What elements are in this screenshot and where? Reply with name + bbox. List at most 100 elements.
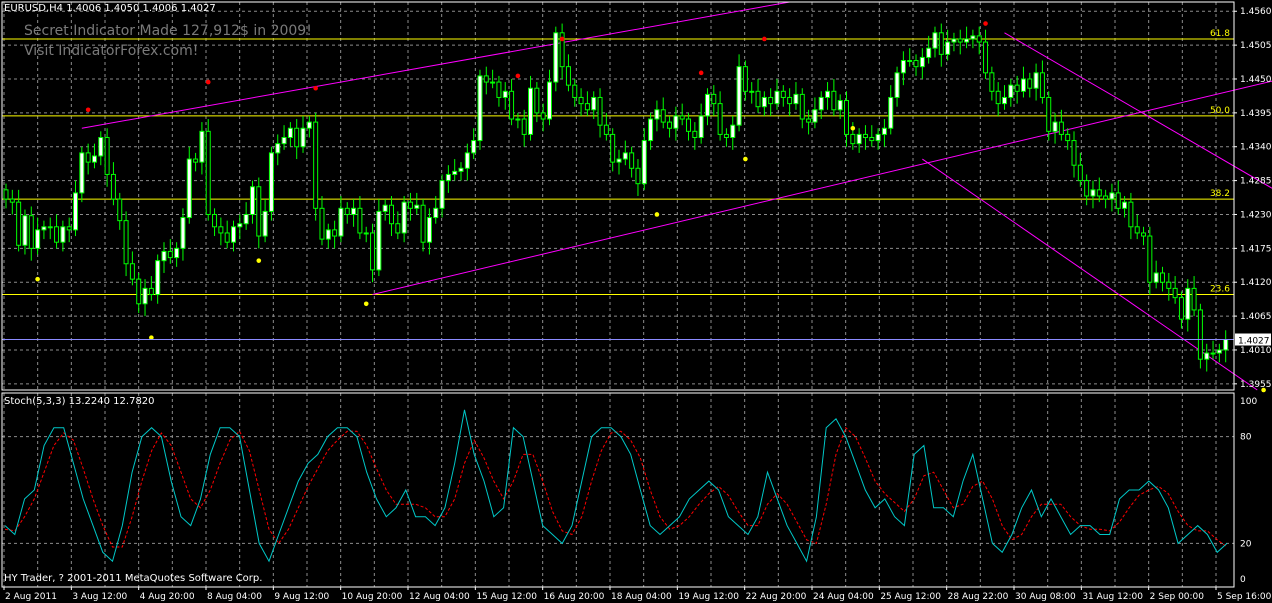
candle[interactable] [193, 158, 199, 163]
candle[interactable] [1008, 84, 1014, 98]
candle[interactable] [300, 127, 306, 148]
candle[interactable] [875, 133, 881, 142]
candle[interactable] [528, 87, 534, 135]
candle[interactable] [174, 247, 180, 259]
candle[interactable] [205, 130, 211, 215]
candles[interactable] [3, 23, 1229, 372]
candle[interactable] [603, 124, 609, 135]
candle[interactable] [629, 152, 635, 169]
candle[interactable] [951, 38, 957, 43]
candle[interactable] [117, 198, 123, 222]
candle[interactable] [698, 115, 704, 138]
candle[interactable] [287, 127, 293, 138]
candle[interactable] [780, 90, 786, 98]
candle[interactable] [1134, 226, 1140, 234]
candle[interactable] [515, 118, 521, 121]
stoch-main-line[interactable] [4, 409, 1228, 563]
candle[interactable] [768, 96, 774, 105]
candle[interactable] [363, 232, 369, 235]
candle[interactable] [749, 90, 755, 93]
candle[interactable] [648, 118, 654, 142]
candle[interactable] [243, 213, 249, 225]
candle[interactable] [825, 90, 831, 98]
candle[interactable] [553, 32, 559, 83]
candle[interactable] [73, 192, 79, 231]
candle[interactable] [445, 173, 451, 182]
candle[interactable] [407, 201, 413, 209]
candle[interactable] [136, 278, 142, 305]
candle[interactable] [148, 287, 154, 296]
candle[interactable] [1046, 96, 1052, 132]
candle[interactable] [1096, 189, 1102, 197]
candle[interactable] [47, 226, 53, 229]
candle[interactable] [704, 93, 710, 117]
candle[interactable] [869, 136, 875, 142]
candle[interactable] [1122, 201, 1128, 209]
trend-line[interactable] [372, 67, 1272, 296]
candle[interactable] [742, 66, 748, 92]
candle[interactable] [862, 133, 868, 138]
candle[interactable] [129, 263, 135, 280]
candle[interactable] [155, 260, 161, 296]
candle[interactable] [1065, 133, 1071, 142]
candle[interactable] [679, 115, 685, 120]
candle[interactable] [812, 109, 818, 123]
candle[interactable] [1020, 78, 1026, 92]
candle[interactable] [1115, 192, 1121, 209]
candle[interactable] [332, 229, 338, 237]
candle[interactable] [667, 121, 673, 129]
trend-line[interactable] [81, 1, 790, 129]
candle[interactable] [610, 133, 616, 163]
candle[interactable] [799, 93, 805, 120]
candle[interactable] [376, 210, 382, 271]
candle[interactable] [881, 127, 887, 135]
candle[interactable] [686, 118, 692, 132]
candle[interactable] [806, 118, 812, 123]
candle[interactable] [774, 90, 780, 105]
candle[interactable] [938, 32, 944, 55]
candle[interactable] [1210, 352, 1216, 355]
candle[interactable] [420, 204, 426, 243]
candle[interactable] [565, 66, 571, 86]
candle[interactable] [1090, 189, 1096, 197]
candle[interactable] [237, 223, 243, 228]
candle[interactable] [793, 93, 799, 105]
candle[interactable] [426, 217, 432, 243]
candle[interactable] [1128, 201, 1134, 228]
candle[interactable] [711, 93, 717, 105]
candle[interactable] [16, 201, 22, 246]
candle[interactable] [275, 143, 281, 154]
candle[interactable] [496, 81, 502, 98]
candle[interactable] [1052, 121, 1058, 132]
candle[interactable] [572, 84, 578, 98]
candle[interactable] [22, 215, 28, 246]
candle[interactable] [837, 100, 843, 111]
candle[interactable] [313, 121, 319, 209]
candle[interactable] [319, 207, 325, 240]
candle[interactable] [186, 158, 192, 219]
candle[interactable] [414, 204, 420, 209]
candle[interactable] [907, 60, 913, 63]
candle[interactable] [123, 220, 129, 265]
candle[interactable] [3, 189, 9, 200]
candle[interactable] [218, 226, 224, 234]
candle[interactable] [60, 226, 66, 243]
candle[interactable] [249, 186, 255, 215]
candle[interactable] [660, 109, 666, 123]
candle[interactable] [9, 198, 15, 203]
candle[interactable] [370, 232, 376, 271]
candle[interactable] [1178, 297, 1184, 320]
candle[interactable] [1084, 180, 1090, 197]
candle[interactable] [212, 213, 218, 228]
candle[interactable] [477, 75, 483, 142]
candle[interactable] [388, 204, 394, 225]
candle[interactable] [970, 35, 976, 40]
candle[interactable] [856, 133, 862, 145]
candle[interactable] [989, 72, 995, 92]
candle[interactable] [1185, 287, 1191, 320]
candle[interactable] [787, 96, 793, 105]
candle[interactable] [673, 115, 679, 129]
candle[interactable] [110, 173, 116, 200]
candle[interactable] [635, 167, 641, 185]
candle[interactable] [1223, 338, 1229, 351]
